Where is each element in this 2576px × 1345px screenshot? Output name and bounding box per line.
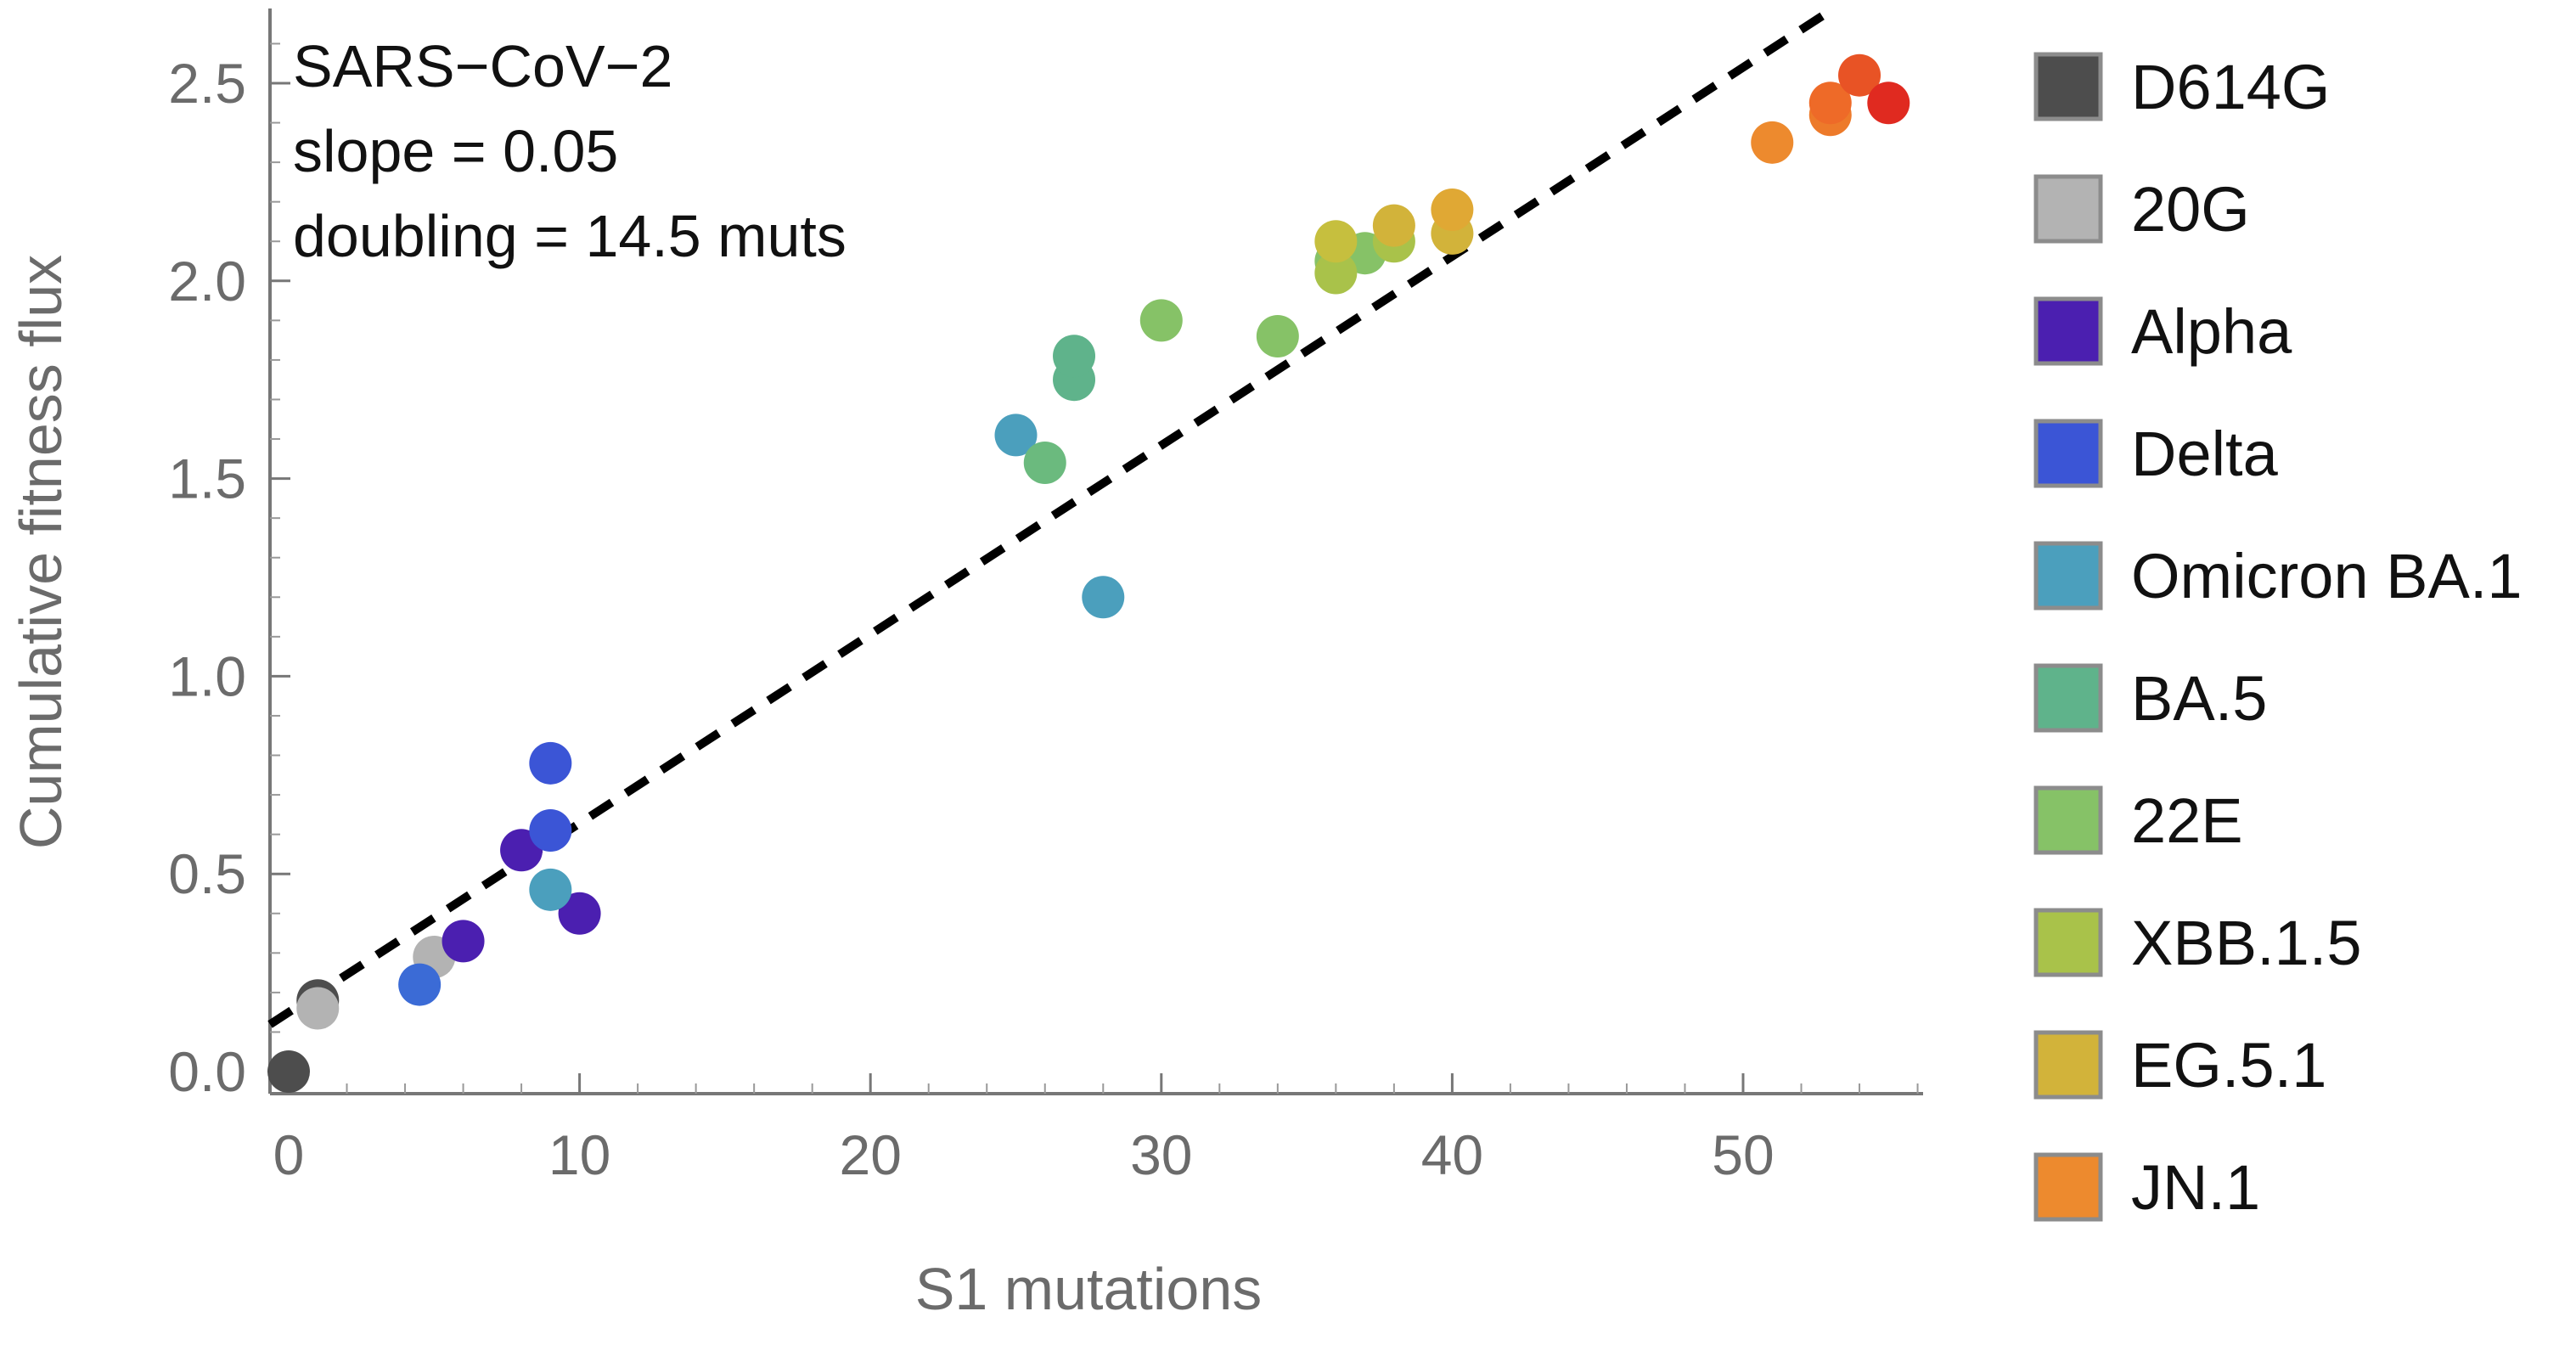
legend-swatch bbox=[2033, 663, 2103, 733]
legend-label: Omicron BA.1 bbox=[2131, 541, 2523, 611]
x-tick-label: 30 bbox=[1130, 1123, 1192, 1186]
y-tick-label: 2.0 bbox=[168, 250, 246, 312]
x-tick-label: 20 bbox=[839, 1123, 901, 1186]
legend-item: Delta bbox=[2033, 419, 2279, 489]
data-point bbox=[1314, 220, 1358, 263]
legend-swatch bbox=[2033, 785, 2103, 855]
data-point bbox=[1372, 204, 1415, 247]
data-point bbox=[1082, 576, 1125, 619]
data-point bbox=[1431, 188, 1474, 231]
y-tick-label: 0.0 bbox=[168, 1040, 246, 1103]
annotation-slope: slope = 0.05 bbox=[293, 118, 618, 184]
legend-swatch bbox=[2033, 296, 2103, 366]
data-point bbox=[529, 808, 572, 852]
legend-item: Omicron BA.1 bbox=[2033, 541, 2523, 611]
x-tick-label: 40 bbox=[1421, 1123, 1483, 1186]
x-tick-label: 10 bbox=[548, 1123, 610, 1186]
data-point bbox=[1808, 82, 1852, 125]
data-point bbox=[296, 987, 340, 1030]
x-axis-title: S1 mutations bbox=[915, 1256, 1263, 1322]
y-axis-title: Cumulative fitness flux bbox=[8, 255, 74, 849]
legend-label: JN.1 bbox=[2131, 1152, 2260, 1223]
data-point bbox=[1751, 121, 1794, 164]
data-point bbox=[529, 868, 572, 911]
legend-item: Alpha bbox=[2033, 296, 2292, 367]
x-tick-label: 50 bbox=[1712, 1123, 1774, 1186]
data-point bbox=[1053, 335, 1096, 378]
legend-swatch bbox=[2033, 52, 2103, 121]
legend-label: XBB.1.5 bbox=[2131, 908, 2362, 978]
y-tick-label: 2.5 bbox=[168, 52, 246, 115]
data-point bbox=[442, 920, 485, 963]
legend-swatch bbox=[2033, 419, 2103, 488]
legend-item: 20G bbox=[2033, 174, 2250, 245]
legend-swatch bbox=[2033, 908, 2103, 977]
annotation-title: SARS−CoV−2 bbox=[293, 33, 672, 99]
legend-item: BA.5 bbox=[2033, 663, 2267, 734]
data-point bbox=[1838, 53, 1881, 97]
legend-label: 20G bbox=[2131, 174, 2250, 245]
legend-swatch bbox=[2033, 541, 2103, 611]
y-tick-label: 1.5 bbox=[168, 447, 246, 510]
data-point bbox=[1023, 441, 1066, 484]
legend: D614G 20G Alpha Delta Omicron BA.1 BA.5 22E XBB… bbox=[2033, 52, 2523, 1223]
legend-item: JN.1 bbox=[2033, 1152, 2260, 1223]
legend-label: Delta bbox=[2131, 419, 2279, 489]
legend-swatch bbox=[2033, 1030, 2103, 1100]
data-point bbox=[398, 963, 442, 1006]
legend-label: Alpha bbox=[2131, 296, 2292, 367]
data-point bbox=[267, 1050, 310, 1093]
data-point bbox=[558, 892, 601, 935]
legend-label: D614G bbox=[2131, 52, 2330, 122]
legend-item: D614G bbox=[2033, 52, 2330, 122]
axes: 0 10 20 30 40 50 0.0 0.5 1.0 1.5 2.0 2.5 bbox=[168, 8, 1923, 1186]
legend-swatch bbox=[2033, 174, 2103, 244]
legend-label: BA.5 bbox=[2131, 663, 2267, 734]
annotation-doubling: doubling = 14.5 muts bbox=[293, 203, 846, 269]
y-tick-label: 1.0 bbox=[168, 644, 246, 707]
legend-item: XBB.1.5 bbox=[2033, 908, 2362, 978]
legend-item: 22E bbox=[2033, 785, 2243, 856]
legend-item: EG.5.1 bbox=[2033, 1030, 2326, 1100]
data-point bbox=[1867, 82, 1910, 125]
data-point bbox=[1314, 251, 1358, 295]
y-tick-label: 0.5 bbox=[168, 842, 246, 905]
data-point bbox=[994, 414, 1038, 457]
data-point bbox=[529, 741, 572, 785]
legend-swatch bbox=[2033, 1152, 2103, 1222]
data-point bbox=[1256, 314, 1299, 357]
legend-label: EG.5.1 bbox=[2131, 1030, 2326, 1100]
data-point bbox=[1139, 299, 1183, 342]
data-points bbox=[267, 53, 1910, 1093]
x-tick-label: 0 bbox=[273, 1123, 305, 1186]
legend-label: 22E bbox=[2131, 785, 2243, 856]
